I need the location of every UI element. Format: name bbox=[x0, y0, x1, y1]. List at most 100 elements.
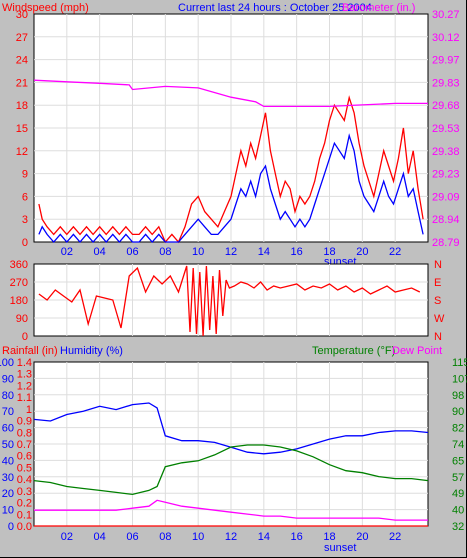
rainfall-tick-4: 0.4 bbox=[17, 474, 32, 486]
rainfall-tick-9: 0.9 bbox=[17, 416, 32, 428]
temperature-tick-107: 107 bbox=[452, 373, 467, 385]
temperature-tick-40: 40 bbox=[452, 505, 464, 517]
humidity-axis-label: Humidity (%) bbox=[60, 345, 123, 357]
compass-tick-1: W bbox=[434, 313, 445, 325]
rainfall-tick-14: 1.4 bbox=[17, 357, 32, 369]
wind-barometer-x-axis: 02 04 06 08 10 12 14 16 18 20 22 bbox=[61, 246, 402, 258]
humidity-line bbox=[33, 402, 429, 455]
sunset-marker-label-bottom: sunset bbox=[324, 542, 356, 554]
windspeed-axis-label: Windspeed (mph) bbox=[2, 2, 89, 14]
rainfall-tick-12: 1.2 bbox=[17, 380, 32, 392]
windspeed-tick-27: 27 bbox=[16, 32, 28, 44]
dew_point-line bbox=[34, 499, 428, 521]
humidity-tick-10: 10 bbox=[2, 505, 14, 517]
humidity-temperature-x-axis: 02 04 06 08 10 12 14 16 18 20 22 bbox=[61, 531, 402, 543]
x-tick-label-04: 04 bbox=[94, 246, 106, 258]
humidity-axis: 0 10 20 30 40 50 60 70 80 90 100 bbox=[0, 357, 14, 533]
windspeed-tick-0: 0 bbox=[22, 237, 28, 249]
wind-direction-axis: 0 90 180 270 360 bbox=[10, 259, 28, 343]
humidity-tick-0: 0 bbox=[8, 521, 14, 533]
x-tick-label-16: 16 bbox=[291, 531, 303, 543]
humidity-tick-50: 50 bbox=[2, 439, 14, 451]
temperature-line bbox=[33, 444, 429, 496]
windspeed-tick-9: 9 bbox=[22, 169, 28, 181]
windspeed-tick-18: 18 bbox=[16, 100, 28, 112]
rainfall-tick-8: 0.8 bbox=[17, 427, 32, 439]
humidity-tick-60: 60 bbox=[2, 423, 14, 435]
x-tick-label-16: 16 bbox=[291, 246, 303, 258]
barometer-tick-29.38: 29.38 bbox=[432, 146, 460, 158]
compass-tick-2: S bbox=[434, 295, 441, 307]
x-tick-label-10: 10 bbox=[192, 246, 204, 258]
rainfall-tick-11: 1.1 bbox=[17, 392, 32, 404]
barometer-tick-30.12: 30.12 bbox=[432, 32, 460, 44]
rainfall-axis: 0.00.10.20.30.40.50.60.70.80.911.11.21.3… bbox=[17, 357, 32, 533]
rainfall-tick-3: 0.3 bbox=[17, 486, 32, 498]
direction-tick-270: 270 bbox=[10, 277, 28, 289]
rainfall-tick-5: 0.5 bbox=[17, 462, 32, 474]
windspeed-tick-21: 21 bbox=[16, 77, 28, 89]
humidity-tick-80: 80 bbox=[2, 390, 14, 402]
humidity-tick-20: 20 bbox=[2, 488, 14, 500]
x-tick-label-08: 08 bbox=[159, 246, 171, 258]
dew-point-label: Dew Point bbox=[392, 345, 442, 357]
temperature-tick-57: 57 bbox=[452, 472, 464, 484]
windspeed-tick-24: 24 bbox=[16, 55, 28, 67]
humidity-temperature-grid bbox=[34, 362, 428, 526]
direction-tick-90: 90 bbox=[16, 313, 28, 325]
barometer-line bbox=[33, 79, 428, 108]
humidity-tick-100: 100 bbox=[0, 357, 14, 369]
x-tick-label-12: 12 bbox=[225, 531, 237, 543]
rainfall-tick-13: 1.3 bbox=[17, 369, 32, 381]
windspeed-tick-6: 6 bbox=[22, 191, 28, 203]
wind-barometer-grid bbox=[34, 14, 428, 242]
windspeed-tick-3: 3 bbox=[22, 214, 28, 226]
rainfall-tick-10: 1 bbox=[26, 404, 32, 416]
chart-title: Current last 24 hours : October 25 2004 bbox=[178, 2, 372, 14]
barometer-axis-label: Barometer (in.) bbox=[342, 2, 415, 14]
wind-direction-series bbox=[38, 265, 421, 337]
windspeed-tick-12: 12 bbox=[16, 146, 28, 158]
humidity-temperature-series bbox=[33, 402, 429, 527]
x-tick-label-18: 18 bbox=[323, 246, 335, 258]
humidity-tick-40: 40 bbox=[2, 455, 14, 467]
rainfall-tick-0: 0.0 bbox=[17, 521, 32, 533]
x-tick-label-14: 14 bbox=[258, 246, 270, 258]
barometer-tick-29.23: 29.23 bbox=[432, 169, 460, 181]
rainfall-axis-label: Rainfall (in) bbox=[2, 345, 58, 357]
temperature-tick-49: 49 bbox=[452, 488, 464, 500]
temperature-tick-115: 115 bbox=[452, 357, 467, 369]
humidity-tick-90: 90 bbox=[2, 373, 14, 385]
temperature-tick-65: 65 bbox=[452, 455, 464, 467]
humidity-tick-30: 30 bbox=[2, 472, 14, 484]
temperature-tick-98: 98 bbox=[452, 390, 464, 402]
rainfall-tick-2: 0.2 bbox=[17, 498, 32, 510]
wind-avg-line bbox=[38, 133, 424, 243]
x-tick-label-20: 20 bbox=[356, 531, 368, 543]
windspeed-tick-15: 15 bbox=[16, 123, 28, 135]
rainfall-tick-7: 0.7 bbox=[17, 439, 32, 451]
barometer-axis: 28.79 28.94 29.09 29.23 29.38 29.53 29.68 29.83… bbox=[432, 9, 460, 249]
direction-tick-180: 180 bbox=[10, 295, 28, 307]
rainfall-tick-6: 0.6 bbox=[17, 451, 32, 463]
barometer-tick-29.68: 29.68 bbox=[432, 100, 460, 112]
x-tick-label-06: 06 bbox=[126, 531, 138, 543]
temperature-axis-label: Temperature (°F) bbox=[312, 345, 395, 357]
compass-tick-0: N bbox=[434, 331, 442, 343]
x-tick-label-10: 10 bbox=[192, 531, 204, 543]
compass-tick-3: E bbox=[434, 277, 441, 289]
x-tick-label-04: 04 bbox=[94, 531, 106, 543]
direction-tick-0: 0 bbox=[22, 331, 28, 343]
x-tick-label-02: 02 bbox=[61, 246, 73, 258]
x-tick-label-12: 12 bbox=[225, 246, 237, 258]
barometer-tick-30.27: 30.27 bbox=[432, 9, 460, 21]
rainfall-tick-1: 0.1 bbox=[17, 509, 32, 521]
wind-high-line bbox=[38, 95, 424, 244]
temperature-axis: 32 40 49 57 65 74 82 90 98 107 115 bbox=[452, 357, 467, 533]
x-tick-label-22: 22 bbox=[389, 246, 401, 258]
barometer-tick-29.53: 29.53 bbox=[432, 123, 460, 135]
direction-tick-360: 360 bbox=[10, 259, 28, 271]
x-tick-label-18: 18 bbox=[323, 531, 335, 543]
